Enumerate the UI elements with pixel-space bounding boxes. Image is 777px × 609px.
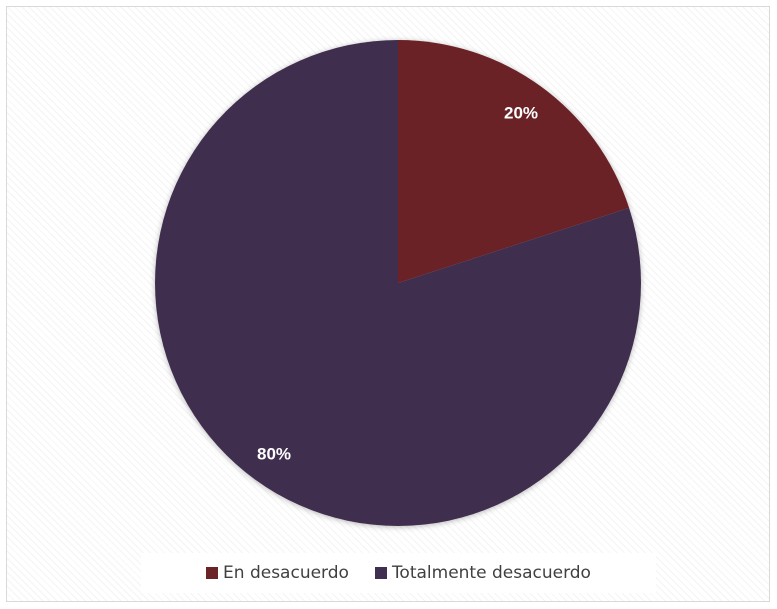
slice-data-label: 80% [257, 445, 291, 464]
legend-label: Totalmente desacuerdo [391, 563, 591, 583]
legend-swatch [374, 567, 387, 579]
slice-labels: 20% 80% [257, 104, 538, 464]
legend-swatch [206, 567, 219, 579]
chart-legend: En desacuerdo Totalmente desacuerdo [141, 553, 656, 593]
slice-data-label: 20% [504, 104, 538, 123]
pie-slice-2 [154, 40, 641, 527]
pie-slices [154, 40, 641, 527]
pie-slice-1 [398, 40, 630, 283]
legend-item: En desacuerdo [206, 563, 349, 583]
legend-item: Totalmente desacuerdo [374, 563, 591, 583]
legend-label: En desacuerdo [223, 563, 349, 583]
